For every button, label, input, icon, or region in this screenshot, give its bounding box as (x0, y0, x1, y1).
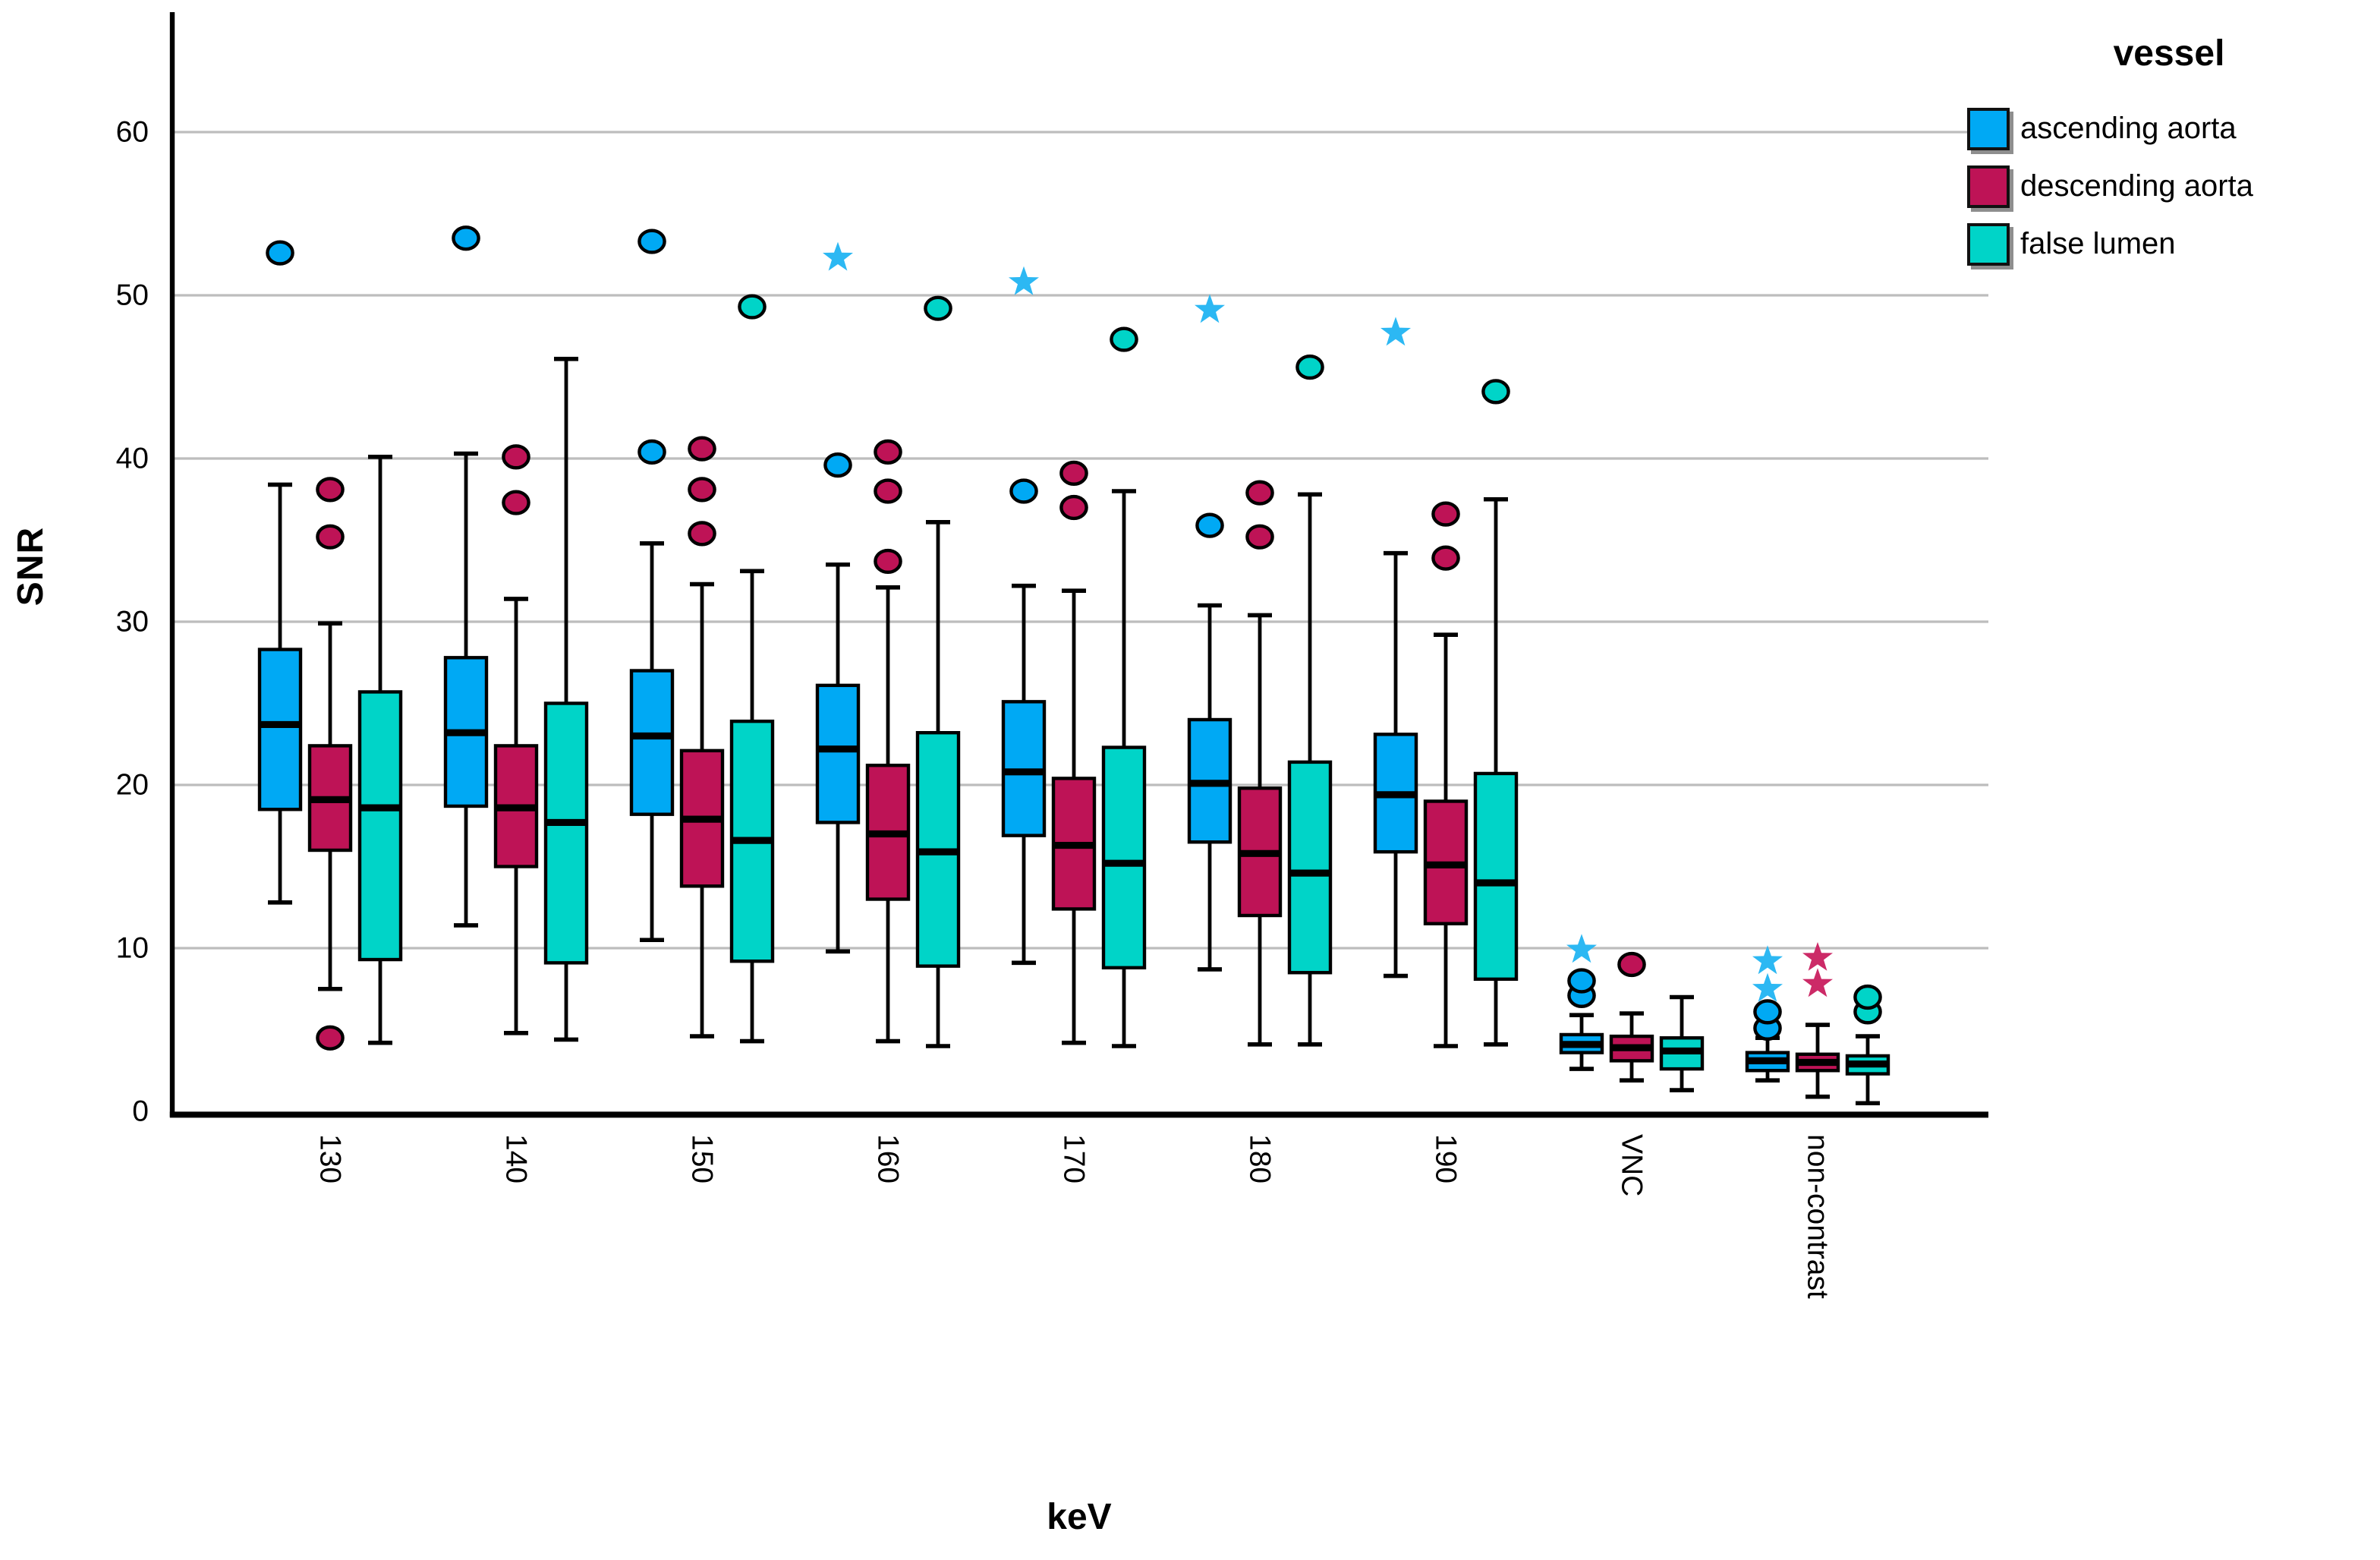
outlier-circle-descending-aorta-190-0 (1431, 545, 1460, 571)
legend-swatch-false-lumen (1967, 223, 2010, 266)
legend-item-descending-aorta: descending aorta (1967, 165, 2371, 208)
outlier-circle-descending-aorta-vnc-0 (1617, 951, 1646, 978)
outlier-circle-ascending-aorta-160-0 (823, 452, 852, 478)
outlier-star-descending-aorta-non-contrast-1 (1802, 942, 1833, 971)
outlier-circle-descending-aorta-150-1 (688, 477, 716, 503)
outlier-circle-descending-aorta-140-1 (502, 444, 530, 470)
box-ascending-aorta-150 (629, 669, 675, 816)
outlier-star-ascending-aorta-non-contrast-1 (1752, 945, 1783, 975)
outlier-circle-ascending-aorta-150-1 (638, 228, 666, 254)
x-category-label-140: 140 (500, 1134, 533, 1183)
legend-swatch-ascending-aorta (1967, 108, 2010, 150)
outlier-circle-descending-aorta-130-1 (316, 524, 345, 550)
legend-label-descending-aorta: descending aorta (2020, 169, 2253, 203)
outlier-circle-descending-aorta-180-0 (1245, 524, 1274, 550)
y-tick-label-50: 50 (116, 279, 149, 312)
outlier-circle-ascending-aorta-130-0 (266, 240, 294, 266)
outlier-circle-ascending-aorta-140-0 (452, 225, 480, 251)
outlier-circle-false-lumen-190-0 (1481, 379, 1510, 405)
x-category-label-vnc: VNC (1616, 1134, 1648, 1196)
outlier-circle-descending-aorta-150-2 (688, 436, 716, 462)
x-axis-title: keV (1047, 1497, 1112, 1538)
box-false-lumen-140 (543, 701, 589, 965)
outlier-circle-descending-aorta-170-0 (1059, 494, 1088, 521)
outlier-circle-ascending-aorta-vnc-1 (1567, 968, 1596, 994)
legend: vessel ascending aorta descending aorta … (1967, 33, 2371, 282)
outlier-circle-ascending-aorta-non-contrast-1 (1753, 999, 1782, 1025)
outlier-circle-descending-aorta-140-0 (502, 490, 530, 515)
outlier-circle-descending-aorta-160-1 (874, 478, 902, 504)
outlier-circle-descending-aorta-170-1 (1059, 460, 1088, 486)
outlier-star-ascending-aorta-non-contrast-0 (1752, 972, 1783, 1002)
outlier-circle-false-lumen-150-0 (738, 294, 767, 320)
box-false-lumen-170 (1101, 745, 1147, 969)
legend-swatch-descending-aorta (1967, 165, 2010, 208)
legend-label-ascending-aorta: ascending aorta (2020, 112, 2237, 145)
outlier-circle-ascending-aorta-180-0 (1195, 512, 1224, 538)
outlier-circle-descending-aorta-180-1 (1245, 480, 1274, 506)
outlier-circle-descending-aorta-150-0 (688, 521, 716, 547)
outlier-circle-ascending-aorta-170-0 (1009, 478, 1038, 504)
x-category-label-190: 190 (1430, 1134, 1462, 1183)
box-false-lumen-130 (357, 690, 403, 962)
legend-item-ascending-aorta: ascending aorta (1967, 108, 2371, 150)
x-category-label-160: 160 (872, 1134, 905, 1183)
x-category-label-180: 180 (1244, 1134, 1277, 1183)
box-ascending-aorta-130 (257, 648, 303, 812)
box-false-lumen-180 (1287, 760, 1333, 975)
outlier-star-ascending-aorta-190-0 (1380, 317, 1411, 346)
outlier-circle-false-lumen-160-0 (924, 295, 952, 321)
y-tick-label-60: 60 (116, 116, 149, 149)
outlier-circle-false-lumen-170-0 (1110, 326, 1138, 352)
outlier-circle-false-lumen-non-contrast-1 (1853, 984, 1882, 1010)
outlier-circle-descending-aorta-160-2 (874, 439, 902, 465)
outlier-star-ascending-aorta-170-0 (1009, 266, 1039, 295)
box-false-lumen-190 (1473, 771, 1519, 982)
x-category-label-150: 150 (686, 1134, 719, 1183)
outlier-star-ascending-aorta-180-0 (1195, 294, 1225, 323)
y-axis-title: SNR (11, 526, 52, 607)
legend-title: vessel (2113, 33, 2225, 74)
x-category-label-130: 130 (314, 1134, 347, 1183)
outlier-circle-ascending-aorta-150-0 (638, 439, 666, 465)
box-ascending-aorta-160 (815, 683, 861, 824)
y-tick-label-20: 20 (116, 769, 149, 802)
y-tick-label-10: 10 (116, 932, 149, 965)
outlier-star-ascending-aorta-vnc-0 (1566, 934, 1597, 963)
x-category-label-non-contrast: non-contrast (1802, 1134, 1834, 1299)
outlier-circle-false-lumen-180-0 (1295, 355, 1324, 380)
x-category-label-170: 170 (1058, 1134, 1091, 1183)
legend-label-false-lumen: false lumen (2020, 227, 2176, 260)
outlier-circle-descending-aorta-130-2 (316, 477, 345, 503)
y-tick-label-40: 40 (116, 443, 149, 475)
outlier-circle-descending-aorta-160-0 (874, 548, 902, 575)
outlier-star-descending-aorta-non-contrast-0 (1802, 968, 1833, 997)
outlier-circle-descending-aorta-130-0 (316, 1025, 345, 1051)
legend-item-false-lumen: false lumen (1967, 223, 2371, 266)
y-tick-label-30: 30 (116, 606, 149, 638)
y-tick-label-0: 0 (132, 1095, 149, 1128)
outlier-star-ascending-aorta-160-0 (823, 241, 853, 271)
outlier-circle-descending-aorta-190-1 (1431, 501, 1460, 527)
